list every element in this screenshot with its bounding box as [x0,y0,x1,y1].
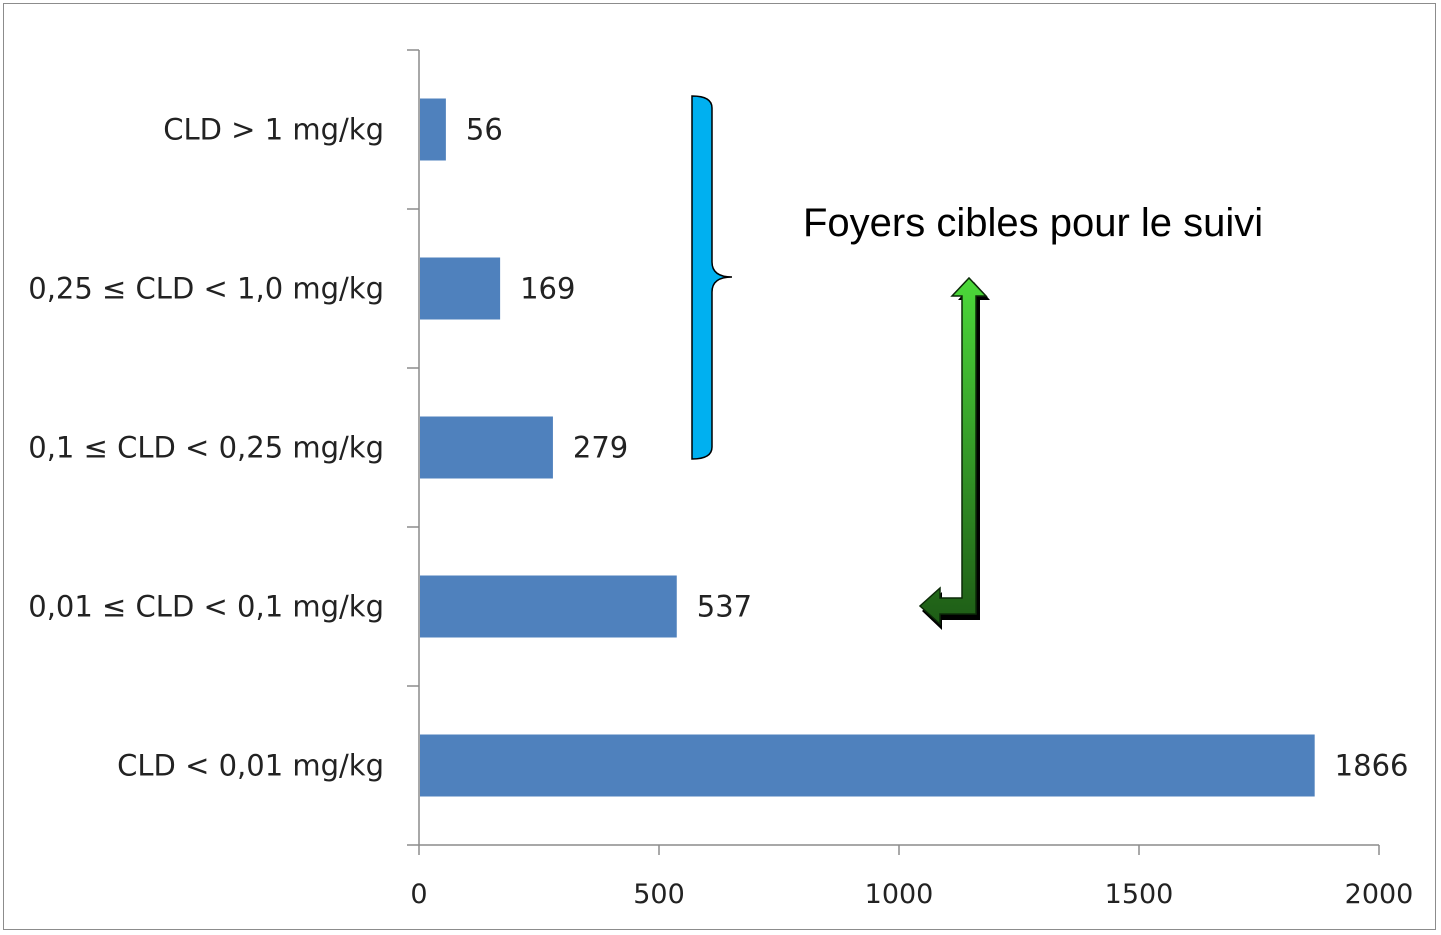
category-labels: CLD > 1 mg/kg 0,25 ≤ CLD < 1,0 mg/kg 0,1 ≤… [28,113,384,783]
x-tick-label: 2000 [1345,879,1414,910]
data-label: 56 [466,113,503,147]
bar [420,734,1315,797]
x-tick-label: 500 [633,879,685,910]
bars [420,98,1315,797]
category-label: 0,1 ≤ CLD < 0,25 mg/kg [28,431,384,465]
category-label: 0,01 ≤ CLD < 0,1 mg/kg [28,590,384,624]
curly-bracket [691,95,733,460]
category-label: 0,25 ≤ CLD < 1,0 mg/kg [28,272,384,306]
x-tick-label: 0 [410,879,427,910]
x-tick-label: 1500 [1105,879,1174,910]
bar [420,416,553,479]
bar [420,575,677,638]
value-labels: 56 169 279 537 1866 [466,113,1409,783]
data-label: 169 [520,272,575,306]
double-arrow-icon [918,276,990,630]
data-label: 537 [697,590,752,624]
x-tick-labels: 0 500 1000 1500 2000 [410,879,1413,910]
data-label: 279 [573,431,628,465]
bracket-annotation: Foyers cibles pour le suivi [691,95,1263,460]
bar [420,98,446,161]
data-label: 1866 [1335,749,1409,783]
bracket-annotation-text: Foyers cibles pour le suivi [803,201,1263,245]
bar [420,257,501,320]
axes [407,49,1380,855]
x-tick-label: 1000 [865,879,934,910]
category-label: CLD < 0,01 mg/kg [117,749,384,783]
category-label: CLD > 1 mg/kg [163,113,384,147]
